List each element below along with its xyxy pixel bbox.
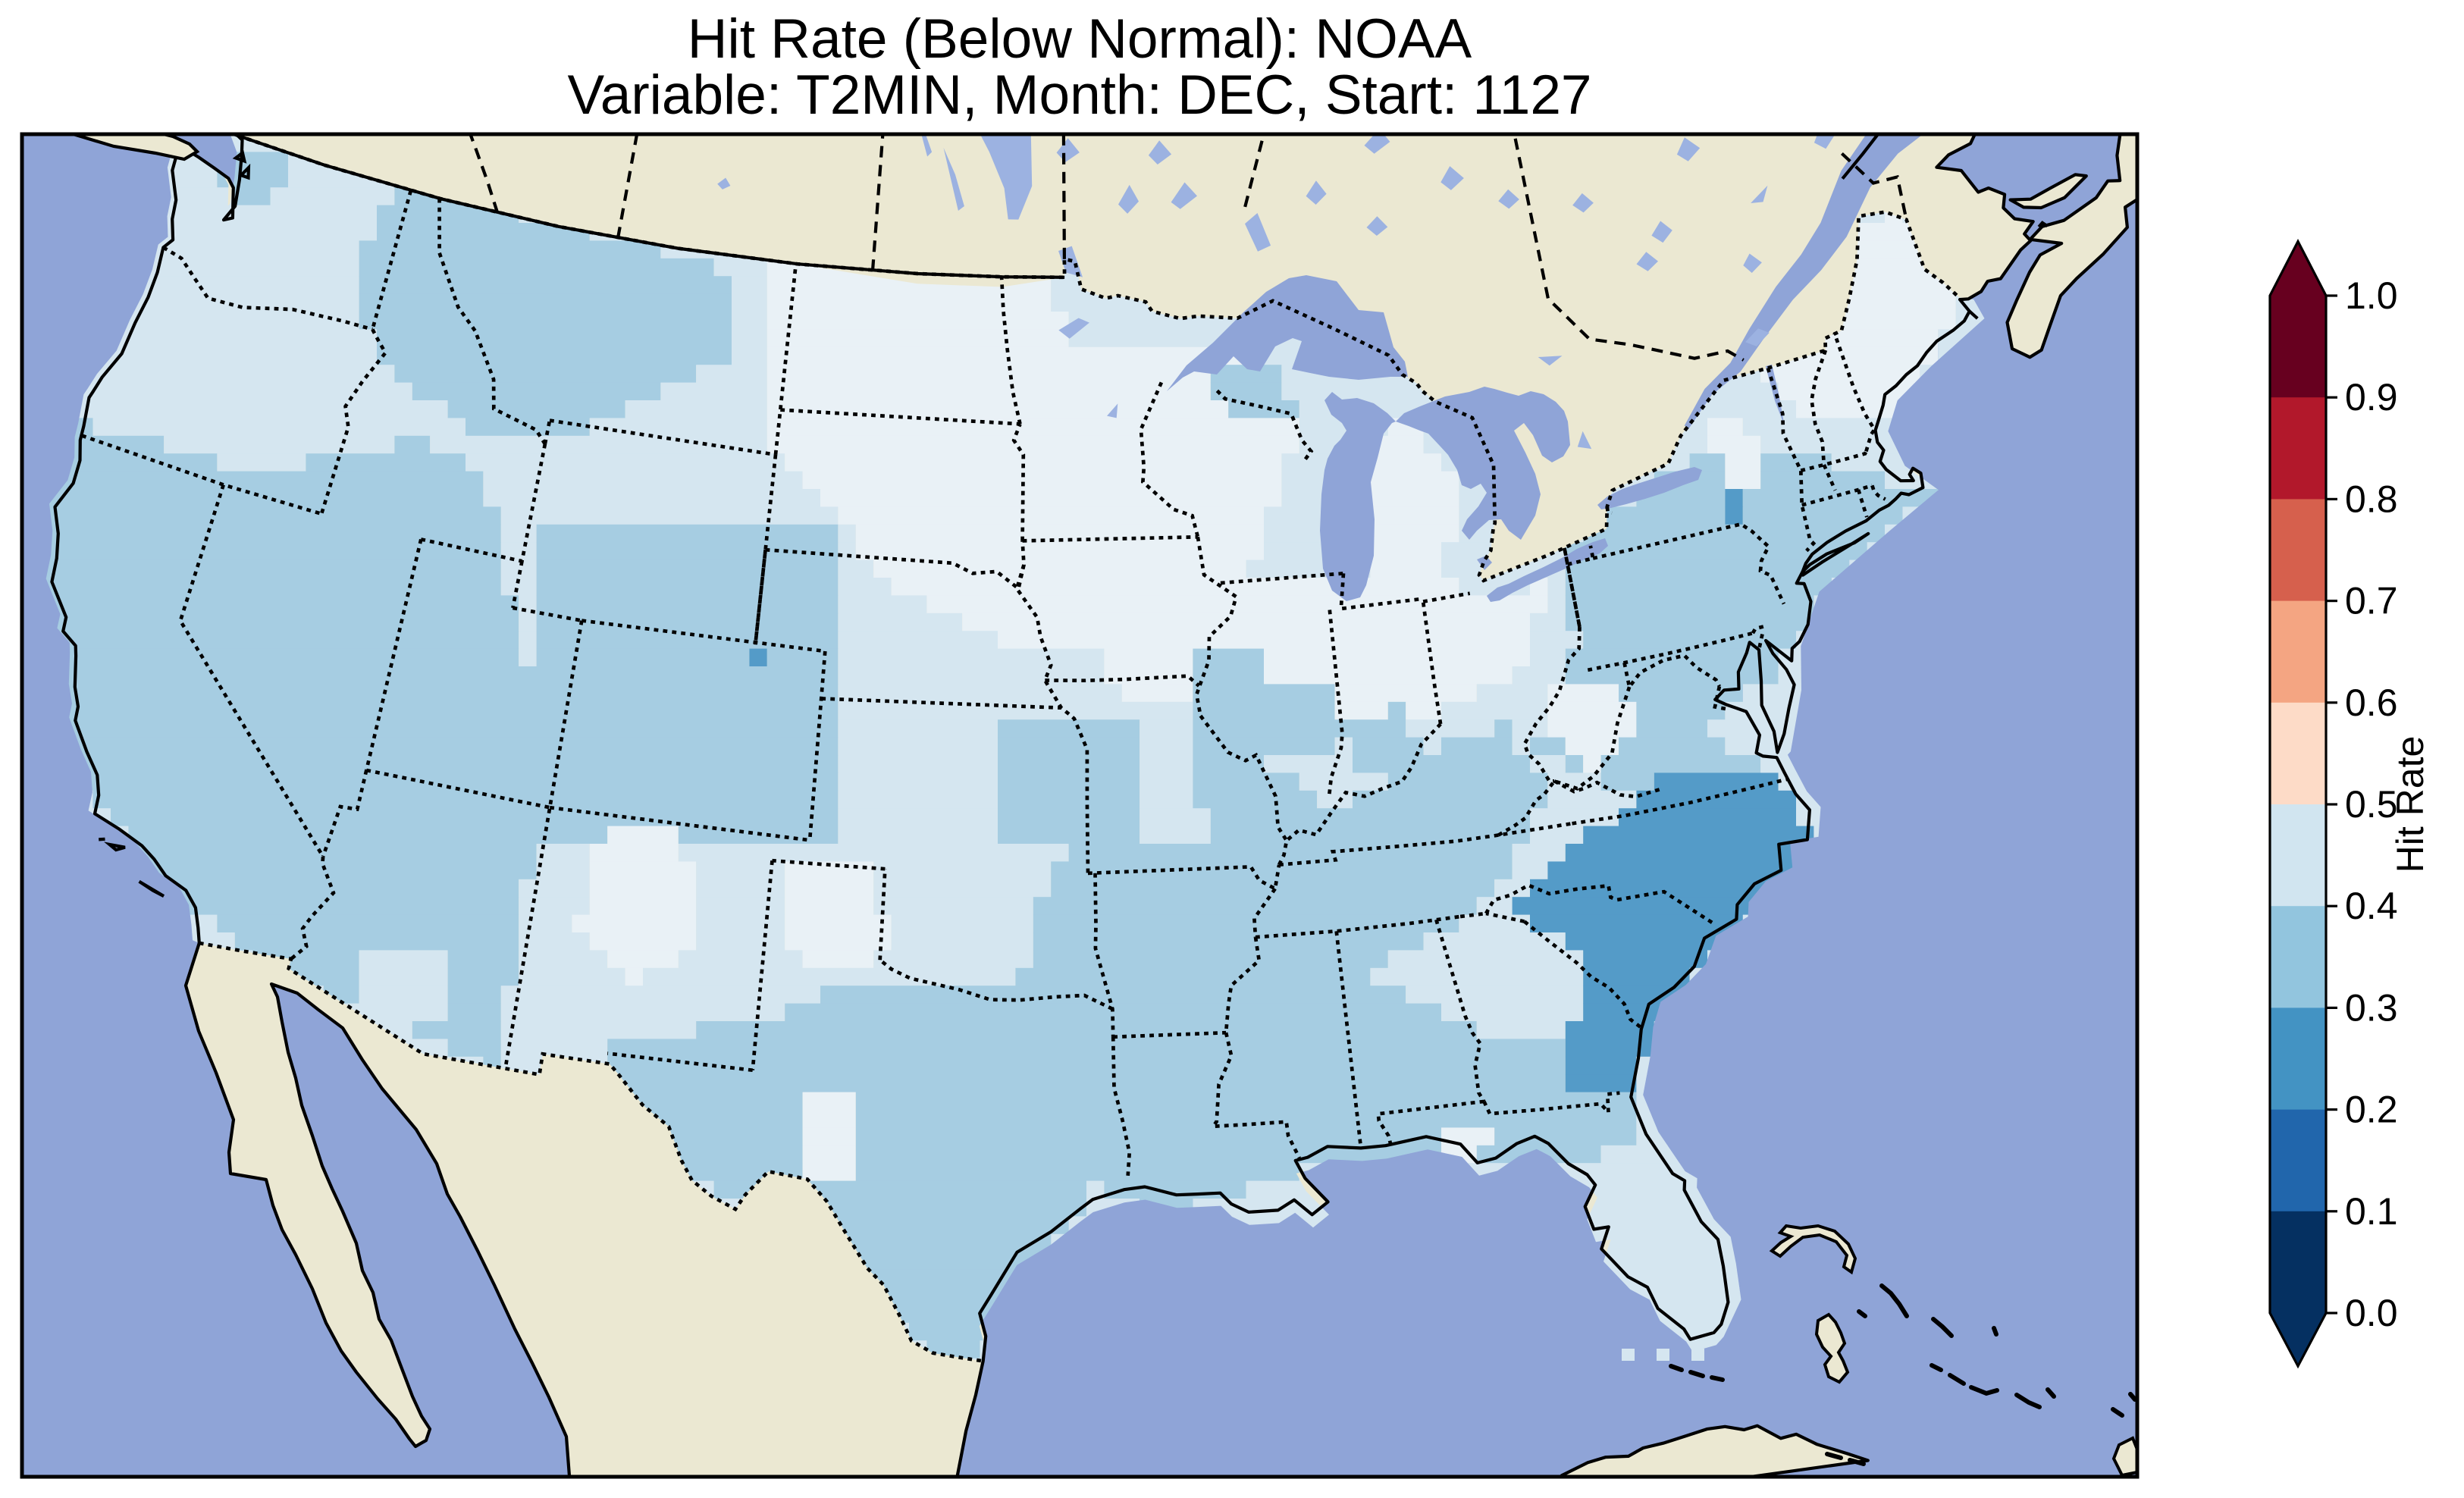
svg-text:Hit Rate (Below Normal): NOAA: Hit Rate (Below Normal): NOAA (688, 8, 1472, 70)
svg-text:0.9: 0.9 (2345, 376, 2398, 418)
svg-text:0.2: 0.2 (2345, 1089, 2398, 1131)
svg-text:1.0: 1.0 (2345, 274, 2398, 317)
svg-text:0.4: 0.4 (2345, 885, 2398, 927)
svg-text:Variable: T2MIN, Month: DEC, S: Variable: T2MIN, Month: DEC, Start: 1127 (567, 64, 1591, 126)
svg-text:0.5: 0.5 (2345, 783, 2398, 826)
svg-text:0.6: 0.6 (2345, 682, 2398, 724)
svg-text:0.0: 0.0 (2345, 1292, 2398, 1334)
svg-text:0.3: 0.3 (2345, 986, 2398, 1029)
svg-text:Hit Rate: Hit Rate (2389, 736, 2431, 873)
svg-text:0.1: 0.1 (2345, 1190, 2398, 1233)
svg-text:0.7: 0.7 (2345, 580, 2398, 622)
svg-text:0.8: 0.8 (2345, 478, 2398, 520)
